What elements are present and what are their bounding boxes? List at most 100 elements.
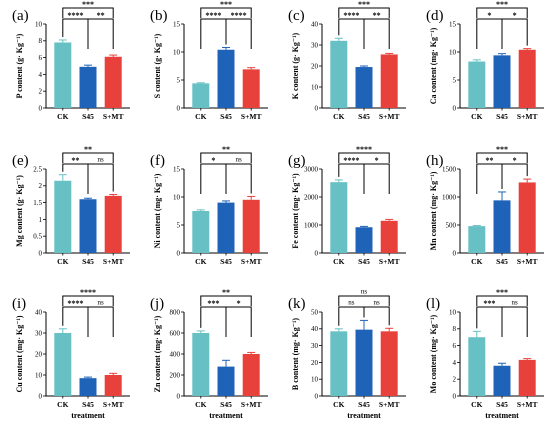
significance-bracket — [225, 18, 252, 49]
significance-label: *** — [207, 299, 219, 308]
significance-label: *** — [82, 0, 94, 9]
y-tick-label: 1000 — [442, 193, 457, 201]
bar-s45 — [355, 329, 373, 396]
y-axis-label: Zn content (mg· Kg⁻¹) — [153, 315, 162, 392]
y-tick-label: 2 — [39, 88, 43, 96]
panel-l: (l) 0 2 4 6 8 10 Mo content (mg· Kg⁻¹) CK S45 S+MT… — [426, 288, 544, 420]
panel-j: (j) 0 200 400 600 800 Zn content (mg· Kg⁻¹) CK S… — [150, 288, 268, 420]
significance-bracket — [338, 295, 390, 306]
y-tick-label: 4 — [453, 359, 457, 367]
significance-label: ns — [361, 288, 368, 296]
x-tick-label: S45 — [82, 112, 94, 121]
significance-bracket — [476, 306, 503, 337]
panel-f: (f) 0 5 10 15 Ni content (mg· Kg⁻¹) CK S45 S+MT *… — [150, 145, 268, 266]
bar-smt — [242, 199, 260, 253]
y-tick-label: 0 — [315, 249, 319, 257]
bar-smt — [242, 354, 260, 396]
y-tick-label: 400 — [170, 350, 181, 358]
y-tick-label: 15 — [449, 20, 457, 28]
panel-label: (c) — [288, 8, 305, 24]
significance-label: ns — [97, 299, 104, 307]
significance-label: ns — [511, 299, 517, 307]
x-tick-label: CK — [333, 112, 344, 121]
y-tick-label: 0 — [177, 249, 181, 257]
y-tick-label: 800 — [170, 308, 181, 316]
bar-ck — [54, 333, 72, 396]
significance-label: *** — [220, 0, 232, 9]
y-tick-label: 1000 — [304, 221, 319, 229]
y-tick-label: 10 — [311, 83, 319, 91]
significance-label: **** — [343, 11, 359, 20]
significance-label: ns — [97, 156, 104, 164]
significance-bracket — [476, 295, 528, 306]
bar-smt — [518, 49, 536, 108]
x-tick-label: S+MT — [241, 400, 262, 409]
y-tick-label: 1 — [39, 216, 43, 224]
x-tick-label: S45 — [220, 257, 232, 266]
significance-bracket — [225, 306, 252, 337]
x-tick-label: S45 — [496, 257, 508, 266]
x-tick-label: CK — [57, 400, 68, 409]
y-tick-label: 0 — [453, 104, 457, 112]
x-axis-label: treatment — [209, 411, 243, 420]
y-axis-label: Fe content (mg· Kg⁻¹) — [291, 173, 300, 249]
y-axis-label: P content (g· Kg⁻¹) — [15, 33, 24, 98]
significance-bracket — [87, 163, 114, 194]
y-tick-label: 4 — [39, 71, 43, 79]
x-tick-label: CK — [195, 112, 206, 121]
x-tick-label: S+MT — [103, 400, 124, 409]
y-tick-label: 200 — [170, 371, 181, 379]
y-tick-label: 1500 — [442, 165, 457, 173]
bar-ck — [330, 182, 348, 253]
y-tick-label: 20 — [35, 350, 43, 358]
panel-label: (j) — [150, 296, 164, 312]
y-axis-label: K content (g· Kg⁻¹) — [291, 32, 300, 99]
panel-label: (i) — [12, 296, 26, 312]
bar-ck — [192, 211, 210, 253]
x-tick-label: S+MT — [241, 257, 262, 266]
bar-s45 — [493, 55, 511, 108]
bar-ck — [468, 226, 486, 253]
y-tick-label: 1.5 — [33, 199, 42, 207]
y-axis-label: S content (g· Kg⁻¹) — [153, 33, 162, 98]
x-tick-label: S+MT — [517, 400, 538, 409]
significance-bracket — [363, 306, 390, 326]
y-axis-label: B content (mg· Kg⁻¹) — [291, 318, 300, 391]
x-tick-label: S+MT — [517, 257, 538, 266]
y-tick-label: 600 — [170, 329, 181, 337]
significance-bracket — [200, 152, 252, 163]
y-tick-label: 10 — [35, 371, 43, 379]
bar-smt — [104, 375, 122, 396]
panel-label: (f) — [150, 153, 165, 169]
bar-s45 — [217, 202, 235, 253]
bar-smt — [518, 182, 536, 253]
significance-label: **** — [205, 11, 221, 20]
y-axis-label: Mn content (mg· Kg⁻¹) — [429, 171, 438, 250]
bar-s45 — [217, 49, 235, 108]
x-tick-label: S+MT — [103, 257, 124, 266]
significance-label: **** — [80, 288, 96, 297]
y-tick-label: 2 — [453, 376, 457, 384]
y-tick-label: 500 — [446, 221, 457, 229]
significance-label: * — [237, 299, 241, 308]
significance-bracket — [200, 295, 252, 306]
bar-ck — [330, 331, 348, 396]
x-tick-label: CK — [195, 257, 206, 266]
bar-s45 — [79, 66, 97, 108]
y-tick-label: 15 — [173, 20, 181, 28]
significance-bracket — [225, 163, 252, 194]
panel-label: (a) — [12, 8, 29, 24]
y-tick-label: 0 — [39, 104, 43, 112]
bar-ck — [54, 180, 72, 253]
panel-c: (c) 0 10 20 30 40 K content (g· Kg⁻¹) CK S45 S+MT… — [288, 0, 406, 121]
significance-label: * — [211, 156, 215, 165]
panel-i: (i) 0 10 20 30 40 Cu content (mg· Kg⁻¹) CK S45 S+… — [12, 288, 130, 420]
y-tick-label: 0 — [39, 392, 43, 400]
x-tick-label: S45 — [358, 400, 370, 409]
x-tick-label: S45 — [496, 112, 508, 121]
bar-ck — [468, 337, 486, 396]
x-tick-label: CK — [471, 112, 482, 121]
x-tick-label: CK — [333, 400, 344, 409]
bar-ck — [54, 42, 72, 109]
y-tick-label: 8 — [453, 325, 457, 333]
